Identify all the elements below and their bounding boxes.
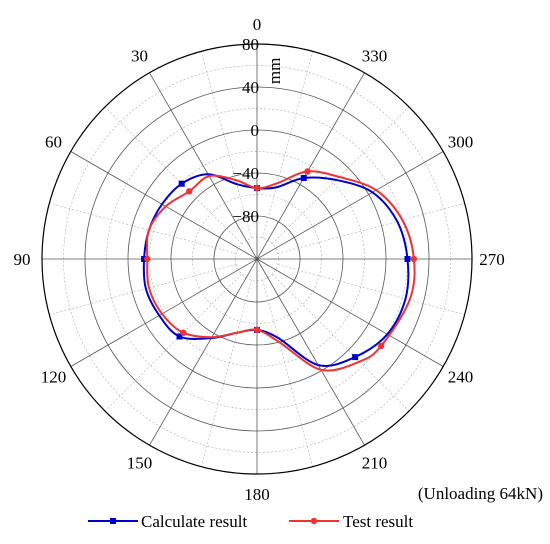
grid-spoke-minor	[262, 51, 313, 239]
legend: Calculate result Test result	[88, 512, 413, 531]
grid-spoke	[70, 258, 258, 367]
chart-annotation: (Unloading 64kN)	[418, 484, 543, 503]
angular-tick-label: 210	[362, 454, 388, 473]
data-point-marker	[300, 175, 307, 181]
angular-tick-label: 0	[253, 15, 262, 34]
legend-marker-calculate	[110, 518, 116, 524]
angular-tick-label: 120	[41, 368, 67, 387]
radial-tick-label: 40	[242, 78, 259, 97]
data-point-marker	[180, 329, 187, 336]
grid-spoke-minor	[49, 203, 237, 254]
legend-item-test: Test result	[289, 512, 413, 531]
angular-tick-label: 90	[14, 250, 31, 269]
data-point-marker	[253, 326, 261, 334]
grid-spoke-minor	[104, 106, 243, 245]
radial-unit-label: mm	[265, 58, 284, 84]
radial-tick-label: −80	[232, 207, 259, 226]
angular-tick-label: 300	[448, 133, 474, 152]
legend-label-calculate: Calculate result	[141, 512, 247, 531]
outer-ring	[41, 43, 473, 475]
data-point-marker	[178, 180, 185, 187]
legend-marker-test	[310, 517, 318, 525]
grid-spoke-minor	[201, 51, 252, 239]
data-point-marker	[176, 333, 183, 340]
grid-spoke-minor	[277, 203, 465, 254]
legend-label-test: Test result	[343, 512, 413, 531]
data-point-marker	[410, 255, 418, 263]
grid-spoke	[256, 258, 444, 367]
angular-tick-label: 30	[131, 47, 148, 66]
grid-spoke-minor	[262, 279, 313, 467]
grid-spoke-minor	[271, 106, 410, 245]
angular-tick-label: 60	[45, 133, 62, 152]
grid-spoke-minor	[271, 273, 410, 412]
grid-spoke	[70, 151, 258, 260]
grid-spoke-minor	[201, 279, 252, 467]
grid-spoke	[256, 151, 444, 260]
angular-tick-label: 180	[244, 485, 270, 504]
grid-spoke-minor	[104, 273, 243, 412]
grid-spoke	[256, 72, 365, 260]
angular-tick-label: 330	[362, 47, 388, 66]
grid-spoke	[256, 258, 365, 446]
radial-tick-labels: 80 40 0 −40 −80	[232, 35, 259, 226]
data-point-marker	[144, 255, 151, 263]
legend-item-calculate: Calculate result	[88, 512, 247, 531]
data-point-marker	[404, 256, 411, 262]
data-point-marker	[304, 168, 311, 175]
series-layer	[141, 168, 418, 372]
angular-tick-label: 150	[127, 454, 153, 473]
angular-tick-label: 270	[479, 250, 505, 269]
radial-tick-label: 80	[242, 35, 259, 54]
data-point-marker	[186, 188, 193, 195]
grid-spoke-minor	[277, 264, 465, 315]
angular-tick-label: 240	[448, 368, 474, 387]
series-test	[144, 168, 418, 372]
data-point-marker	[378, 342, 385, 350]
radial-tick-label: 0	[251, 121, 260, 140]
data-point-marker	[253, 184, 261, 192]
grid-spoke	[149, 72, 258, 260]
data-point-marker	[352, 354, 359, 361]
grid-spoke	[149, 258, 258, 446]
angular-tick-labels: 0 30 60 90 120 150 180 210 240 270 300 330	[14, 15, 505, 504]
radial-tick-label: −40	[232, 164, 259, 183]
grid-spoke-minor	[49, 264, 237, 315]
chart-grid	[41, 43, 473, 475]
